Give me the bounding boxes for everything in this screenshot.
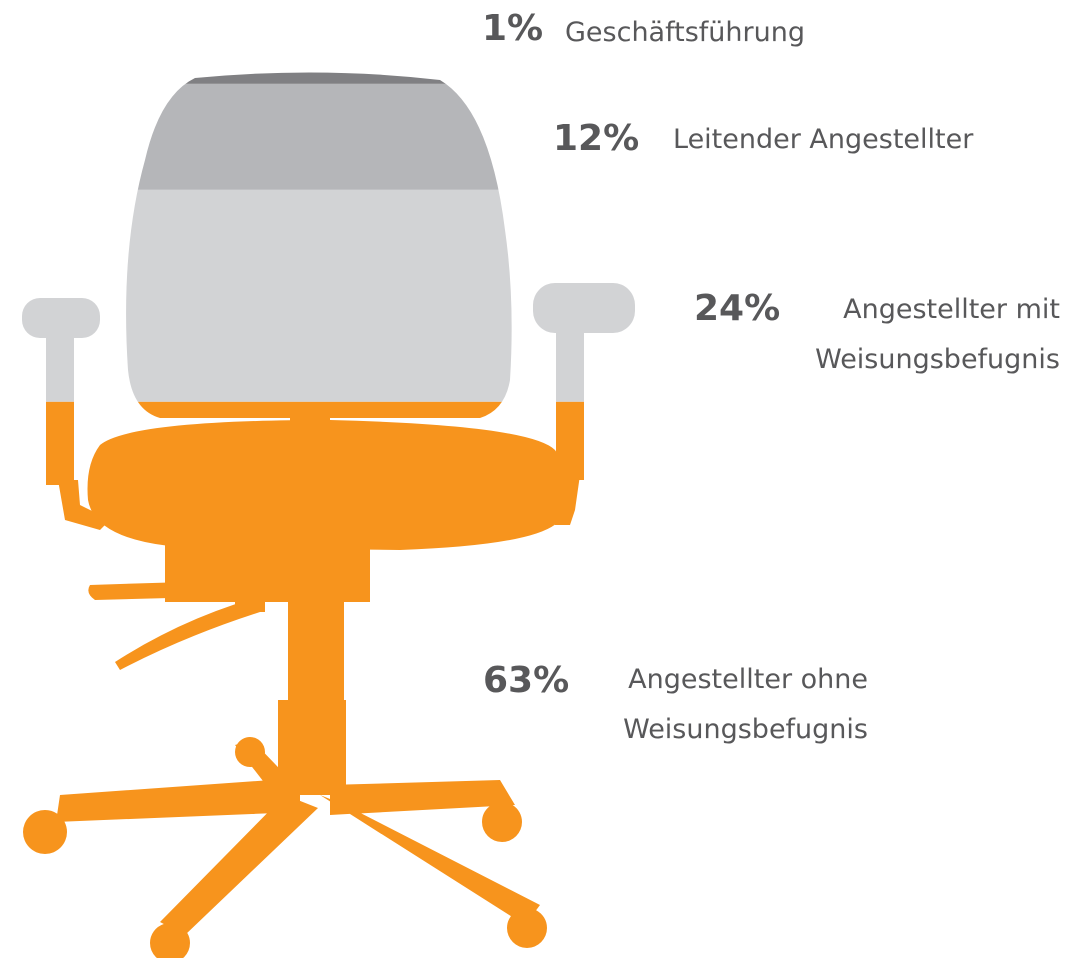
percent-label: 24% (694, 288, 781, 329)
percent-label: 12% (553, 118, 640, 159)
chair-band (22, 72, 635, 84)
percent-label: 63% (483, 660, 570, 701)
category-label: Angestellter ohne Weisungsbefugnis (623, 664, 868, 745)
category-label: Angestellter mit Weisungsbefugnis (815, 294, 1060, 375)
percent-label: 1% (482, 8, 544, 49)
category-label: Leitender Angestellter (673, 124, 974, 155)
category-label: Geschäftsführung (565, 17, 805, 48)
